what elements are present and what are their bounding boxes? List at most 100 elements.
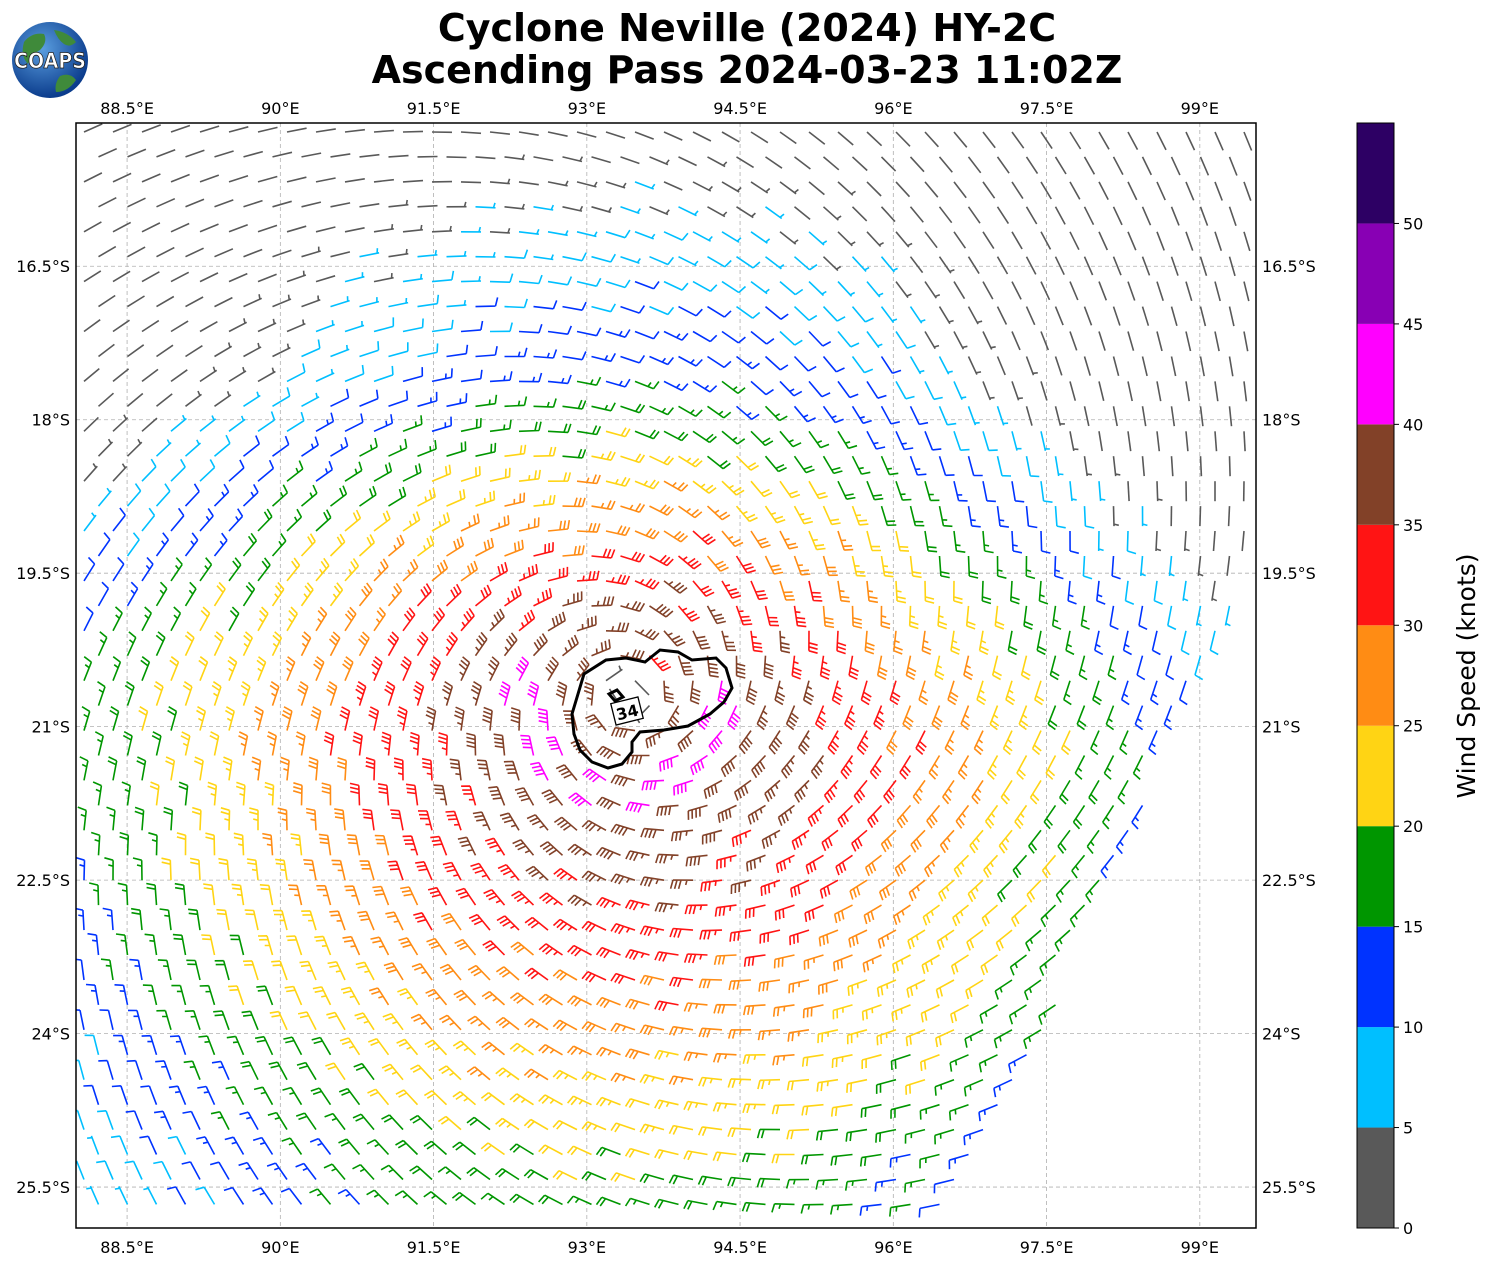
wind-barb: [1194, 655, 1204, 681]
wind-barb: [523, 1068, 549, 1081]
wind-barb: [524, 916, 549, 931]
coaps-logo-icon: COAPS: [12, 22, 88, 98]
wind-barb: [223, 1186, 245, 1205]
wind-barb: [730, 879, 752, 895]
wind-barb: [199, 415, 217, 432]
title-line-1: Cyclone Neville (2024) HY-2C: [437, 6, 1057, 50]
wind-barb: [209, 1161, 230, 1180]
wind-barb: [1156, 431, 1161, 452]
wind-barb: [213, 434, 231, 457]
wind-barb: [786, 1128, 810, 1140]
wind-barb: [460, 276, 482, 283]
wind-barb: [388, 390, 409, 408]
wind-barb: [214, 150, 234, 158]
wind-barb: [315, 275, 336, 283]
wind-barb: [460, 418, 482, 433]
wind-barb: [562, 634, 579, 657]
wind-barb: [948, 1103, 969, 1121]
wind-barb: [967, 206, 981, 224]
wind-barb: [880, 455, 899, 476]
wind-barb: [567, 995, 592, 1007]
wind-barb: [793, 405, 816, 423]
wind-barb: [156, 197, 176, 208]
wind-barb: [357, 910, 375, 931]
wind-barb: [1074, 755, 1086, 780]
wind-barb: [744, 904, 766, 919]
wind-barb: [899, 755, 912, 780]
wind-barb: [1134, 705, 1144, 731]
wind-barb: [552, 969, 578, 981]
wind-barb: [455, 887, 477, 906]
wind-barb: [1098, 331, 1106, 351]
wind-barb: [678, 405, 703, 417]
wind-barb: [458, 656, 471, 682]
wind-barb: [1055, 879, 1071, 903]
wind-barb: [692, 580, 715, 597]
wind-barb: [388, 486, 407, 507]
wind-barb: [466, 1167, 491, 1181]
wind-barb: [1127, 231, 1137, 251]
wind-barb: [305, 807, 317, 831]
wind-barb: [698, 1027, 723, 1038]
wind-barb: [880, 505, 897, 527]
wind-barb: [184, 439, 202, 457]
wind-barb: [184, 581, 197, 607]
wind-barb: [750, 480, 773, 498]
wind-barb: [518, 181, 539, 186]
wind-barb: [547, 611, 566, 632]
wind-barb: [1012, 854, 1028, 879]
wind-barb: [388, 342, 409, 358]
wind-barb: [1228, 456, 1231, 477]
wind-barb: [692, 330, 718, 343]
wind-barb: [707, 405, 732, 419]
wind-barb: [808, 231, 828, 246]
wind-barb: [668, 1174, 694, 1185]
wind-barb: [98, 294, 116, 308]
wind-barb: [620, 600, 646, 612]
wind-barb: [982, 281, 994, 300]
wind-barb: [721, 580, 742, 599]
wind-barb: [1127, 131, 1139, 150]
wind-barb: [288, 884, 303, 906]
wind-barb: [663, 580, 688, 594]
wind-barb: [1185, 381, 1190, 402]
wind-barb: [119, 831, 130, 856]
wind-barb: [822, 306, 846, 322]
wind-barb: [1098, 431, 1103, 452]
wind-barb: [446, 250, 467, 258]
wind-barb: [880, 156, 897, 172]
wind-barb: [381, 1114, 404, 1131]
wind-barb: [518, 372, 543, 383]
wind-barb: [1054, 306, 1064, 326]
wind-barb: [654, 951, 679, 962]
wind-barb: [654, 1099, 679, 1110]
wind-barb: [750, 280, 770, 295]
wind-barb: [523, 1118, 549, 1131]
wind-barb: [953, 181, 967, 199]
wind-barb: [934, 1128, 955, 1145]
wind-barb: [518, 274, 543, 285]
wind-barb: [163, 806, 174, 831]
wind-barb: [433, 784, 448, 806]
wind-barb: [1054, 555, 1064, 580]
wind-barb: [257, 224, 278, 233]
wind-barb: [591, 303, 616, 313]
wind-barb: [904, 1178, 926, 1193]
wind-barb: [431, 225, 453, 233]
wind-barb: [452, 1091, 477, 1106]
wind-barb: [555, 681, 568, 706]
wind-barb: [225, 706, 235, 731]
wind-barb: [168, 1085, 187, 1106]
wind-barb: [876, 1029, 897, 1046]
wind-barb: [453, 989, 477, 1006]
wind-barb: [595, 796, 621, 810]
wind-barb: [1156, 281, 1164, 301]
wind-barb: [793, 206, 811, 221]
wind-barb: [1049, 655, 1060, 681]
wind-barb: [793, 605, 807, 628]
wind-barb: [886, 730, 898, 755]
wind-barb: [895, 480, 912, 501]
wind-barb: [1051, 605, 1062, 630]
wind-barb: [178, 781, 189, 806]
wind-barb: [876, 979, 897, 997]
